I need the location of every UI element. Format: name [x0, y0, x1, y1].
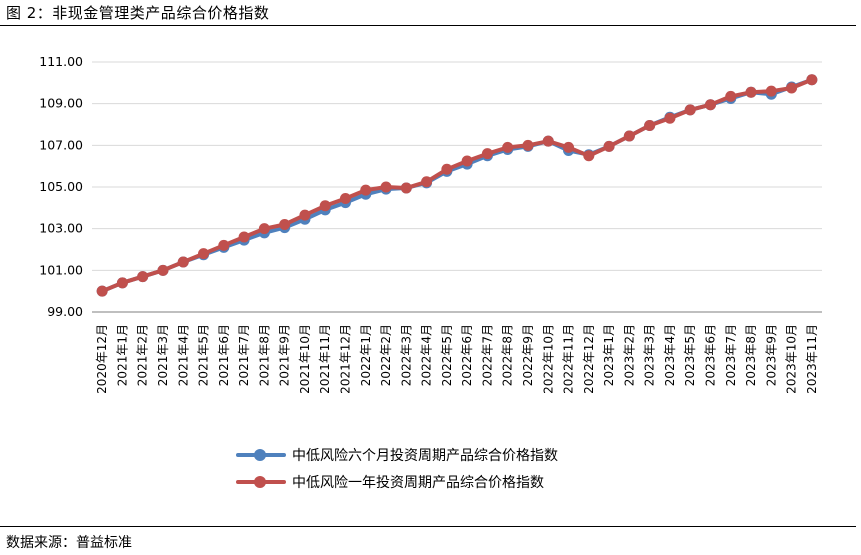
legend-label-six-month: 中低风险六个月投资周期产品综合价格指数	[292, 447, 558, 464]
data-point-s2	[481, 148, 493, 160]
data-point-s2	[461, 155, 473, 167]
x-tick-label: 2021年12月	[338, 324, 352, 394]
data-point-s2	[299, 209, 311, 221]
x-tick-label: 2023年1月	[602, 324, 616, 386]
x-tick-label: 2022年6月	[460, 324, 474, 386]
x-tick-label: 2021年10月	[298, 324, 312, 394]
data-point-s2	[421, 176, 433, 188]
x-tick-label: 2021年8月	[257, 324, 271, 386]
legend-item-six-month: 中低风险六个月投资周期产品综合价格指数	[236, 441, 558, 468]
chart-legend: 中低风险六个月投资周期产品综合价格指数 中低风险一年投资周期产品综合价格指数	[236, 441, 558, 495]
data-point-s2	[786, 82, 798, 94]
data-point-s2	[441, 163, 453, 175]
data-point-s2	[157, 264, 169, 276]
x-tick-label: 2023年4月	[663, 324, 677, 386]
y-tick-label: 101.00	[39, 262, 83, 277]
line-chart: 111.00 109.00 107.00 105.00 103.00 101.00 99.0…	[39, 54, 822, 394]
x-tick-label: 2023年6月	[703, 324, 717, 386]
data-point-s2	[522, 139, 534, 151]
y-tick-label: 111.00	[39, 54, 83, 69]
data-point-s2	[664, 112, 676, 124]
data-point-s2	[765, 85, 777, 97]
x-tick-label: 2023年7月	[724, 324, 738, 386]
data-point-s2	[704, 99, 716, 111]
data-point-s2	[339, 192, 351, 204]
x-tick-label: 2022年3月	[399, 324, 413, 386]
data-point-s2	[542, 135, 554, 147]
data-point-s2	[583, 150, 595, 162]
x-tick-label: 2021年6月	[217, 324, 231, 386]
x-tick-label: 2022年9月	[521, 324, 535, 386]
x-tick-label: 2022年12月	[582, 324, 596, 394]
x-tick-label: 2021年3月	[156, 324, 170, 386]
data-point-s2	[380, 181, 392, 193]
x-tick-label: 2021年2月	[136, 324, 150, 386]
data-point-s2	[603, 140, 615, 152]
series-line-2	[100, 77, 814, 294]
x-tick-label: 2023年11月	[805, 324, 819, 394]
source-note: 数据来源：普益标准	[6, 535, 132, 551]
x-tick-label: 2021年1月	[115, 324, 129, 386]
x-tick-label: 2022年11月	[562, 324, 576, 394]
x-tick-label: 2021年4月	[176, 324, 190, 386]
x-tick-label: 2022年1月	[359, 324, 373, 386]
y-tick-label: 109.00	[39, 96, 83, 111]
series-line-1	[100, 77, 814, 294]
x-axis-tick-labels: 2020年12月 2021年1月 2021年2月 2021年3月 2021年4月 2021…	[95, 324, 819, 394]
data-point-s2	[745, 86, 757, 98]
x-tick-label: 2020年12月	[95, 324, 109, 394]
x-tick-label: 2021年11月	[318, 324, 332, 394]
data-point-s2	[644, 120, 656, 132]
y-tick-label: 99.00	[47, 304, 83, 319]
x-tick-label: 2021年7月	[237, 324, 251, 386]
x-tick-label: 2022年8月	[501, 324, 515, 386]
x-tick-label: 2023年9月	[764, 324, 778, 386]
x-tick-label: 2022年4月	[420, 324, 434, 386]
y-tick-label: 105.00	[39, 179, 83, 194]
source-divider	[0, 526, 856, 527]
data-point-s2	[806, 74, 818, 86]
legend-label-one-year: 中低风险一年投资周期产品综合价格指数	[292, 474, 544, 491]
x-tick-label: 2023年3月	[643, 324, 657, 386]
x-tick-label: 2022年10月	[541, 324, 555, 394]
data-point-s2	[400, 182, 412, 194]
data-point-s2	[258, 223, 270, 235]
x-tick-label: 2022年7月	[480, 324, 494, 386]
data-point-s2	[623, 130, 635, 142]
data-point-s2	[198, 248, 210, 260]
data-point-s2	[319, 200, 331, 212]
x-tick-label: 2021年9月	[278, 324, 292, 386]
data-point-s2	[238, 231, 250, 243]
data-point-s2	[279, 219, 291, 230]
gridlines	[92, 61, 822, 271]
x-tick-label: 2023年2月	[622, 324, 636, 386]
x-tick-label: 2023年8月	[744, 324, 758, 386]
data-point-s2	[116, 277, 128, 289]
x-tick-label: 2023年10月	[785, 324, 799, 394]
data-point-s2	[360, 184, 372, 196]
legend-swatch-red	[236, 475, 286, 489]
title-divider	[0, 25, 856, 26]
data-point-s2	[177, 256, 189, 268]
data-point-s2	[684, 104, 696, 116]
legend-item-one-year: 中低风险一年投资周期产品综合价格指数	[236, 468, 558, 495]
x-tick-label: 2022年5月	[440, 324, 454, 386]
data-point-s2	[137, 271, 149, 283]
data-point-s2	[218, 239, 230, 251]
data-point-s2	[563, 141, 575, 153]
data-point-s2	[502, 141, 514, 153]
figure-title: 图 2：非现金管理类产品综合价格指数	[6, 4, 270, 22]
y-tick-label: 103.00	[39, 221, 83, 236]
y-tick-label: 107.00	[39, 137, 83, 152]
data-point-s2	[725, 90, 737, 102]
data-point-s2	[96, 285, 108, 297]
series-lines	[96, 74, 818, 297]
x-tick-label: 2023年5月	[683, 324, 697, 386]
y-axis-tick-labels: 111.00 109.00 107.00 105.00 103.00 101.00 99.0…	[39, 54, 83, 319]
x-tick-label: 2021年5月	[197, 324, 211, 386]
legend-swatch-blue	[236, 448, 286, 462]
x-tick-label: 2022年2月	[379, 324, 393, 386]
